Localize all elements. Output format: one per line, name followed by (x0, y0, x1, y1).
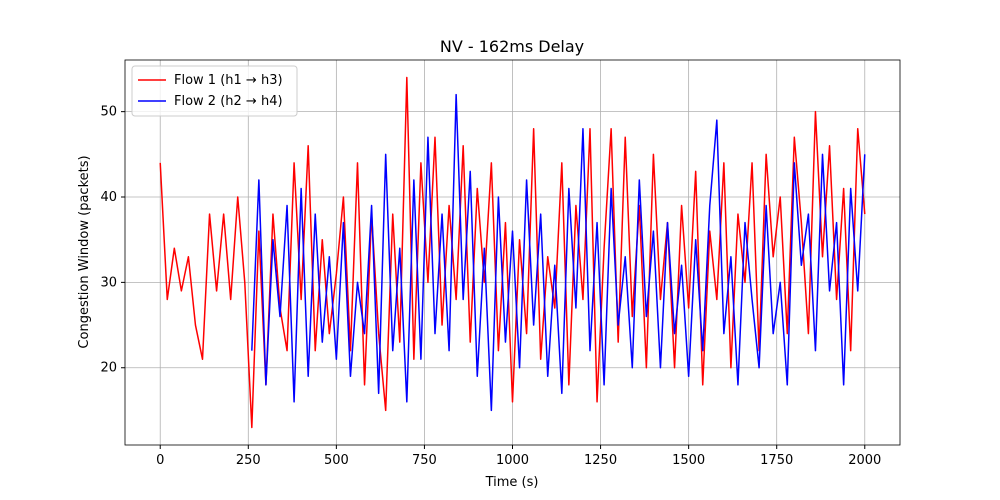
x-tick-label: 2000 (848, 453, 881, 468)
x-tick-label: 0 (156, 453, 164, 468)
y-axis-label: Congestion Window (packets) (77, 155, 92, 348)
x-tick-label: 1750 (760, 453, 793, 468)
x-tick-label: 1250 (584, 453, 617, 468)
plot-frame (124, 59, 901, 446)
x-axis-label: Time (s) (485, 475, 539, 490)
y-tick-label: 50 (100, 105, 117, 120)
x-tick-label: 500 (324, 453, 349, 468)
chart-title: NV - 162ms Delay (440, 37, 584, 56)
series-line (251, 93, 866, 412)
legend-box (131, 65, 298, 117)
legend-label: Flow 1 (h1 → h3) (174, 73, 283, 88)
y-tick-label: 20 (100, 361, 117, 376)
y-tick-label: 40 (100, 190, 117, 205)
y-tick-label: 30 (100, 275, 117, 290)
x-tick-label: 1500 (672, 453, 705, 468)
x-tick-label: 1000 (496, 453, 529, 468)
x-tick-label: 250 (236, 453, 261, 468)
x-tick-label: 750 (412, 453, 437, 468)
legend-label: Flow 2 (h2 → h4) (174, 94, 283, 109)
